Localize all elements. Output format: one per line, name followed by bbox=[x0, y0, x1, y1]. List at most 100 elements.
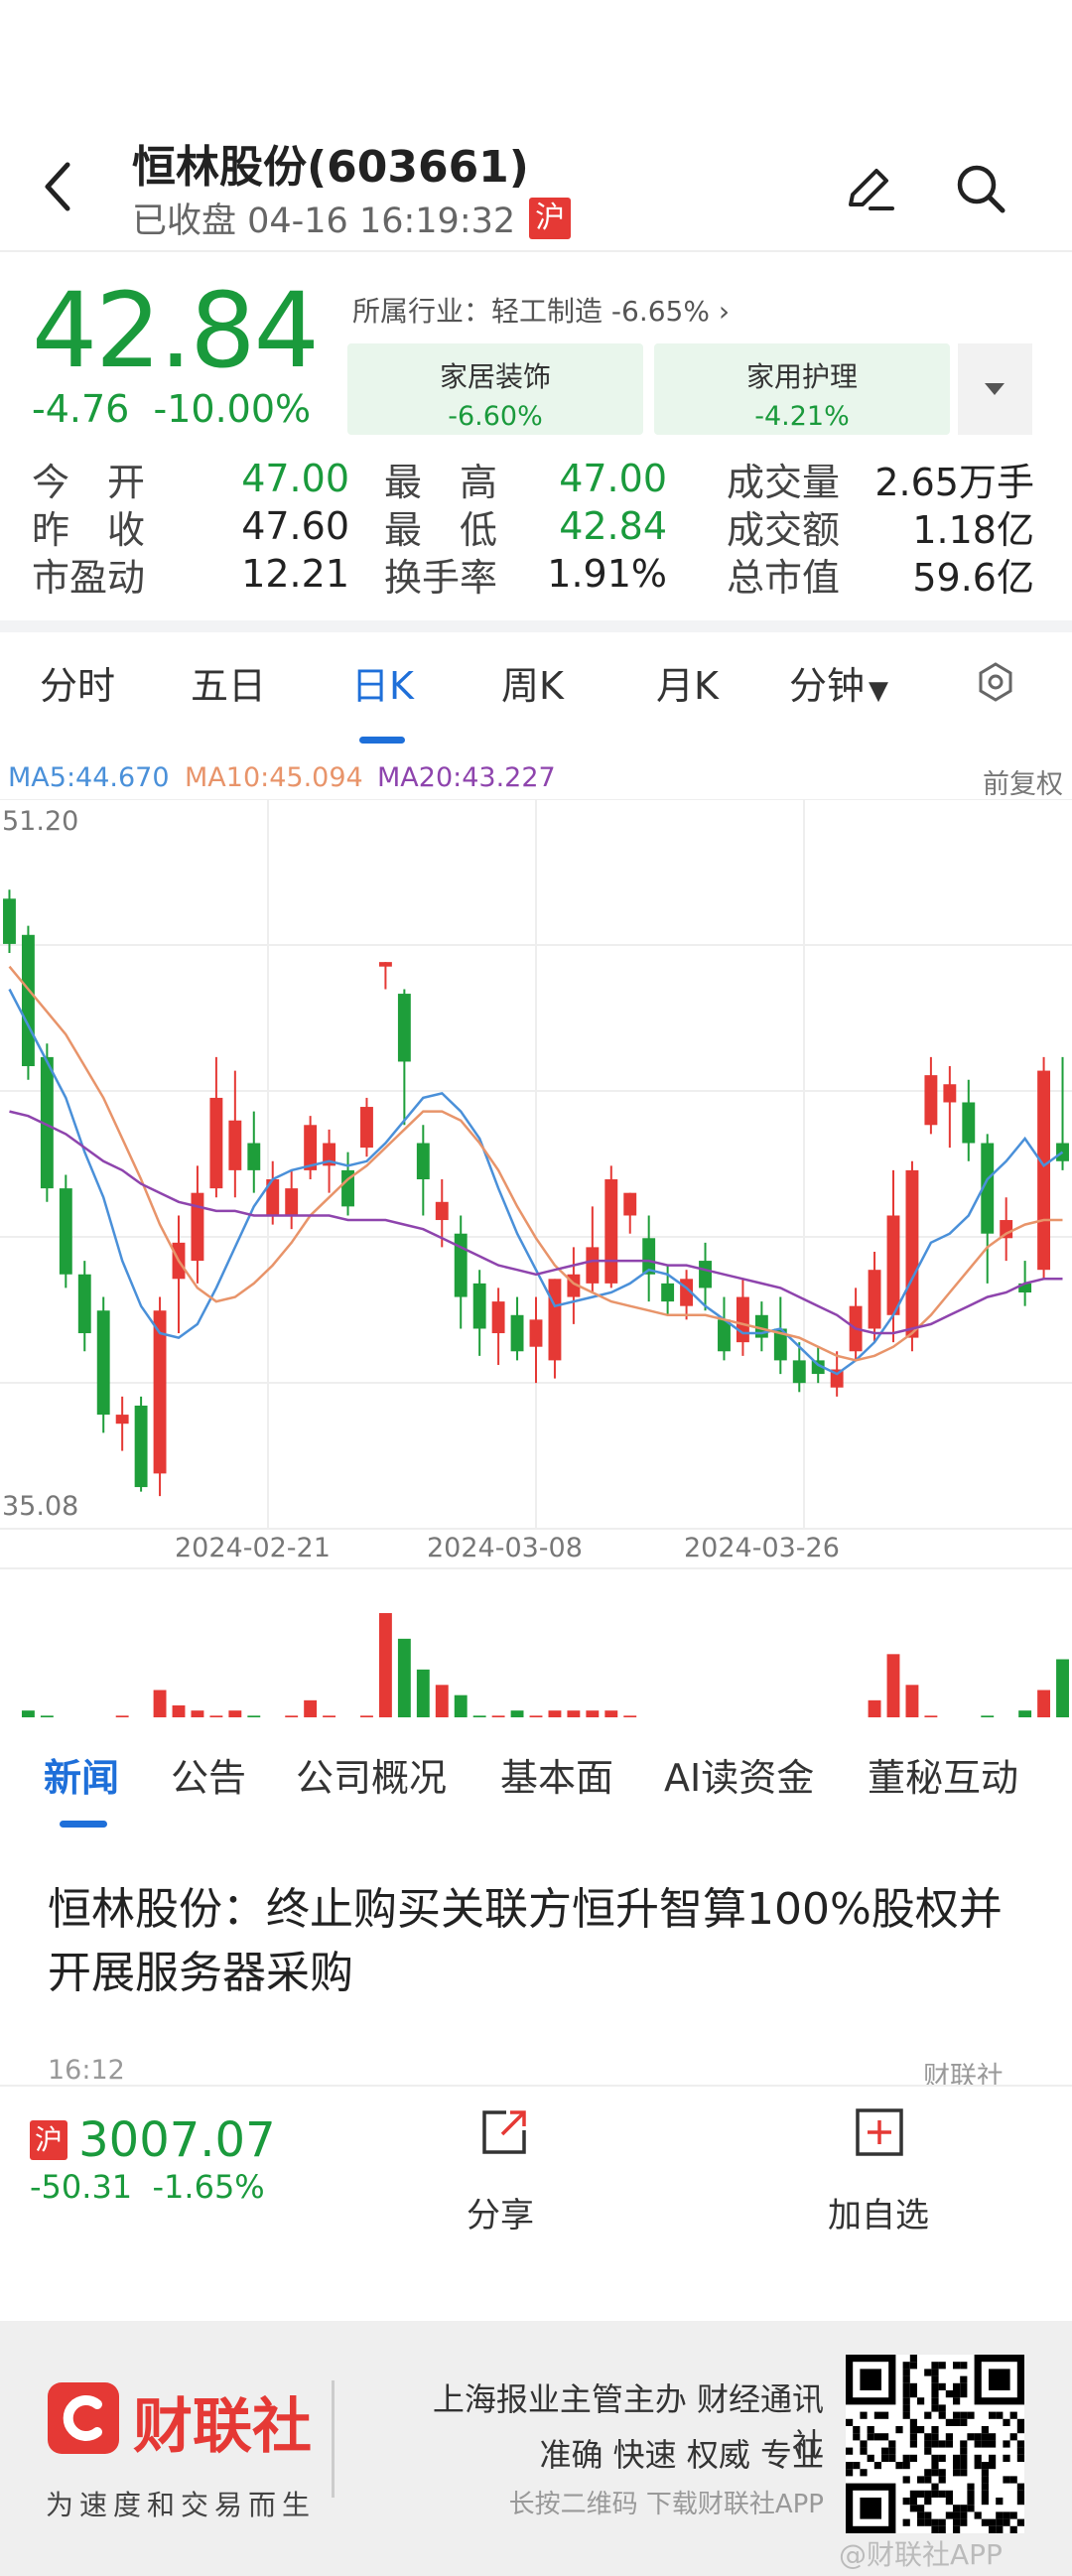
sector-name: 家居装饰 bbox=[439, 360, 551, 393]
volume-bar bbox=[548, 1710, 562, 1717]
qr-module bbox=[873, 2462, 881, 2470]
share-icon bbox=[482, 2110, 526, 2154]
tab-company-profile[interactable]: 公司概况 bbox=[296, 1756, 448, 1800]
qr-module bbox=[902, 2462, 910, 2470]
tab-ai-funds[interactable]: AI读资金 bbox=[664, 1756, 815, 1800]
qr-module bbox=[974, 2440, 982, 2448]
stat-label: 成交额 bbox=[727, 507, 841, 552]
qr-module bbox=[846, 2469, 854, 2477]
index-quote[interactable]: 沪 3007.07 bbox=[30, 2112, 276, 2168]
volume-bar bbox=[604, 1710, 618, 1717]
candle-body bbox=[304, 1125, 318, 1170]
share-button[interactable] bbox=[465, 2104, 544, 2164]
qr-module bbox=[974, 2462, 982, 2470]
tab-intraday[interactable]: 分时 bbox=[40, 664, 116, 708]
qr-module bbox=[909, 2382, 917, 2390]
adjust-mode[interactable]: 前复权 bbox=[983, 769, 1063, 800]
industry-link[interactable]: 所属行业：轻工制造 -6.65% › bbox=[352, 290, 730, 330]
qr-module bbox=[909, 2433, 917, 2441]
qr-module bbox=[902, 2397, 910, 2405]
search-icon bbox=[957, 165, 1005, 213]
candle-body bbox=[360, 1107, 373, 1149]
add-watchlist-button[interactable] bbox=[852, 2104, 907, 2164]
qr-module bbox=[895, 2462, 903, 2470]
volume-bar bbox=[1056, 1659, 1069, 1717]
sector-expand-button[interactable] bbox=[958, 343, 1032, 435]
edit-button[interactable] bbox=[839, 159, 898, 218]
qr-module bbox=[917, 2511, 925, 2519]
candle-body bbox=[40, 1056, 54, 1189]
tab-news[interactable]: 新闻 bbox=[44, 1756, 120, 1800]
stat-label: 成交量 bbox=[727, 460, 841, 504]
volume-bar bbox=[510, 1710, 524, 1717]
sector-change: -6.60% bbox=[448, 401, 543, 432]
qr-module bbox=[945, 2390, 953, 2398]
qr-module bbox=[938, 2440, 946, 2448]
qr-module bbox=[853, 2462, 861, 2470]
qr-module bbox=[945, 2490, 953, 2498]
qr-module bbox=[996, 2518, 1004, 2526]
volume-bar bbox=[323, 1715, 336, 1717]
candle-body bbox=[830, 1369, 844, 1388]
candle-body bbox=[661, 1283, 675, 1302]
qr-module bbox=[924, 2511, 932, 2519]
volume-bar bbox=[285, 1715, 299, 1717]
qr-module bbox=[953, 2362, 961, 2370]
candle-body bbox=[586, 1247, 600, 1284]
tab-secretary-qa[interactable]: 董秘互动 bbox=[868, 1756, 1019, 1800]
qr-module bbox=[931, 2375, 939, 2383]
qr-module bbox=[981, 2440, 989, 2448]
tab-fundamentals[interactable]: 基本面 bbox=[500, 1756, 614, 1800]
back-button[interactable] bbox=[40, 157, 89, 216]
qr-module bbox=[924, 2498, 932, 2506]
tab-monthly-k[interactable]: 月K bbox=[656, 664, 719, 708]
volume-bar bbox=[868, 1699, 881, 1717]
qr-module bbox=[931, 2525, 939, 2533]
index-badge: 沪 bbox=[30, 2120, 68, 2160]
qr-module bbox=[974, 2511, 982, 2519]
sector-card-home-care[interactable]: 家用护理 -4.21% bbox=[654, 343, 950, 435]
qr-module bbox=[960, 2375, 968, 2383]
add-watchlist-label: 加自选 bbox=[828, 2196, 929, 2236]
change-percent: -10.00% bbox=[153, 387, 312, 431]
qr-module bbox=[967, 2498, 975, 2506]
qr-module bbox=[938, 2476, 946, 2484]
qr-module bbox=[917, 2518, 925, 2526]
qr-module bbox=[888, 2454, 896, 2462]
qr-module bbox=[945, 2498, 953, 2506]
index-value: 3007.07 bbox=[78, 2112, 276, 2168]
qr-module bbox=[924, 2369, 932, 2376]
candlestick-chart[interactable] bbox=[0, 799, 1072, 1717]
sector-card-home-decor[interactable]: 家居装饰 -6.60% bbox=[347, 343, 643, 435]
qr-module bbox=[981, 2469, 989, 2477]
tab-five-day[interactable]: 五日 bbox=[191, 664, 267, 708]
tab-minute[interactable]: 分钟 ▼ bbox=[789, 655, 888, 710]
stats-row: 昨 收 47.60 最 低 42.84 成交额 1.18亿 bbox=[32, 502, 1044, 552]
candle-body bbox=[59, 1188, 72, 1275]
tab-daily-k[interactable]: 日K bbox=[351, 664, 414, 708]
news-headline[interactable]: 恒林股份：终止购买关联方恒升智算100%股权并开展服务器采购 bbox=[48, 1884, 1003, 1998]
qr-module bbox=[931, 2454, 939, 2462]
tab-announcements[interactable]: 公告 bbox=[171, 1756, 247, 1800]
qr-module bbox=[981, 2476, 989, 2484]
qr-module bbox=[931, 2483, 939, 2491]
stat-value: 2.65万手 bbox=[874, 460, 1034, 504]
qr-module bbox=[967, 2411, 975, 2419]
volume-bar bbox=[172, 1705, 186, 1717]
qr-module bbox=[931, 2490, 939, 2498]
qr-module bbox=[1003, 2454, 1010, 2462]
qr-finder bbox=[989, 2369, 1010, 2390]
qr-code[interactable] bbox=[846, 2355, 1024, 2533]
tab-weekly-k[interactable]: 周K bbox=[501, 664, 564, 708]
industry-text: 所属行业：轻工制造 -6.65% bbox=[352, 295, 710, 328]
qr-module bbox=[931, 2382, 939, 2390]
qr-module bbox=[931, 2369, 939, 2376]
chart-tabs: 分时 五日 日K 周K 月K 分钟 ▼ bbox=[0, 655, 1072, 725]
chart-settings-button[interactable] bbox=[975, 661, 1016, 712]
qr-module bbox=[881, 2433, 889, 2441]
search-button[interactable] bbox=[951, 159, 1010, 218]
volume-bar bbox=[529, 1715, 543, 1717]
qr-module bbox=[1016, 2498, 1024, 2506]
qr-module bbox=[960, 2440, 968, 2448]
volume-bar bbox=[981, 1715, 995, 1717]
